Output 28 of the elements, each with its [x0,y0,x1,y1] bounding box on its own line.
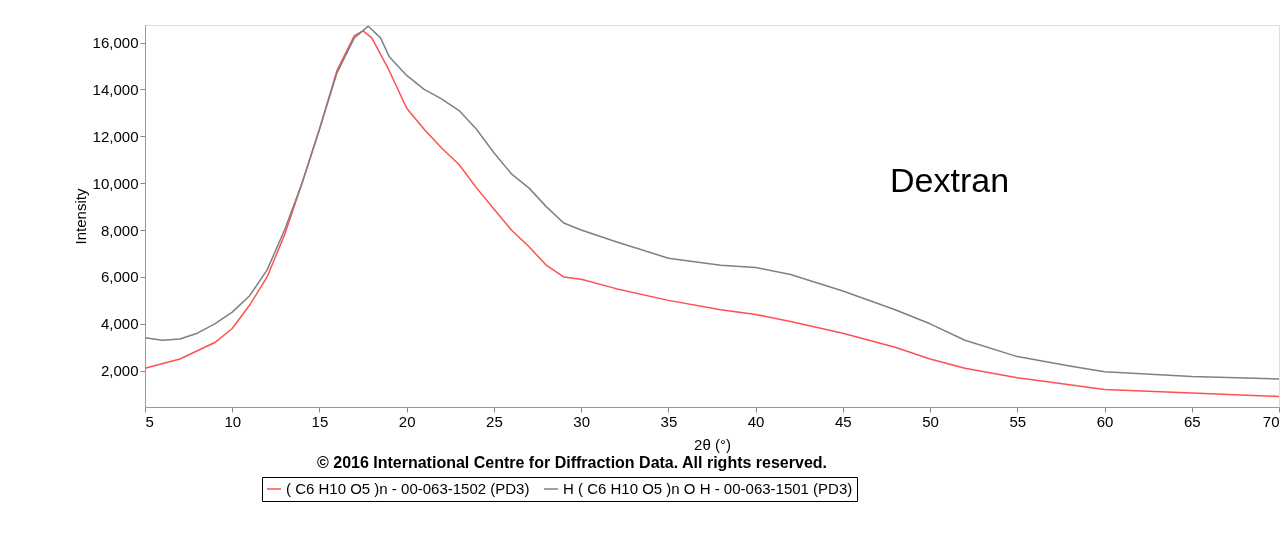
x-tick-label: 25 [486,412,503,430]
x-tick-label: 30 [573,412,590,430]
x-tick-label: 45 [835,412,852,430]
y-tick-label: 12,000 [92,127,139,145]
y-tick-label: 4,000 [100,315,139,333]
x-tick-label: 35 [660,412,678,430]
annotation: Dextran [890,160,1010,199]
text: © 2016 International Centre for Diffraction Data. All rights reserved. [317,454,827,471]
y-tick-label: 14,000 [92,80,139,98]
x-tick-label: 10 [224,412,242,430]
x-tick-label: 65 [1183,412,1201,430]
x-tick-label: 20 [398,412,416,430]
y-axis-title: Intensity [71,188,89,245]
y-tick-label: 2,000 [100,362,139,380]
x-tick-label: 5 [145,412,154,430]
legend-label: H ( C6 H10 O5 )n O H - 00-063-1501 (PD3) [563,480,853,497]
y-tick-label: 10,000 [92,174,139,192]
y-tick-label: 6,000 [100,268,139,286]
x-tick-label: 70 [1262,412,1280,430]
x-tick-label: 50 [922,412,939,430]
x-tick-label: 55 [1009,412,1027,430]
x-tick-label: 15 [311,412,329,430]
legend-label: ( C6 H10 O5 )n - 00-063-1502 (PD3) [286,480,530,497]
y-tick-label: 8,000 [100,221,139,239]
x-tick-label: 40 [747,412,765,430]
x-tick-label: 60 [1096,412,1114,430]
y-tick-label: 16,000 [92,34,139,52]
x-axis-title: 2θ (°) [694,435,731,453]
